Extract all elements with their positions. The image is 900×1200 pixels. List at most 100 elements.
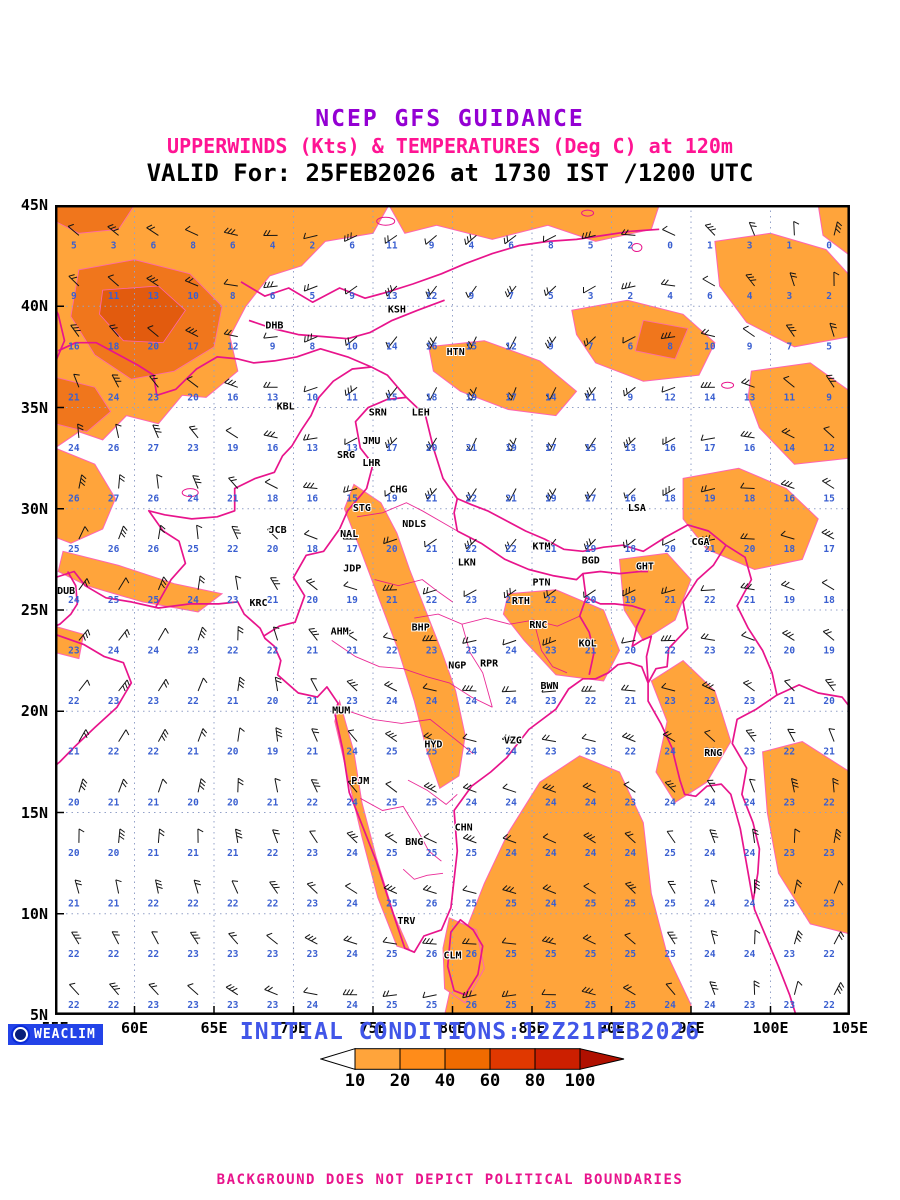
svg-text:23: 23 [823, 899, 835, 910]
svg-text:18: 18 [307, 544, 319, 555]
svg-text:20: 20 [426, 443, 438, 454]
svg-text:19: 19 [466, 392, 478, 403]
svg-text:NGP: NGP [448, 661, 466, 672]
svg-text:21: 21 [267, 595, 279, 606]
svg-text:23: 23 [227, 595, 239, 606]
lon-label: 95E [677, 1019, 705, 1037]
svg-text:25: 25 [426, 747, 438, 758]
svg-text:20: 20 [585, 595, 597, 606]
svg-text:22: 22 [625, 747, 636, 758]
svg-text:3: 3 [111, 240, 117, 251]
svg-text:23: 23 [307, 848, 319, 859]
svg-text:24: 24 [744, 949, 756, 960]
svg-text:25: 25 [545, 1000, 557, 1011]
lat-label: 15N [20, 803, 48, 822]
svg-text:20: 20 [68, 848, 80, 859]
legend-value: 20 [389, 1071, 411, 1091]
svg-text:24: 24 [664, 747, 676, 758]
svg-text:25: 25 [466, 899, 478, 910]
svg-text:RNC: RNC [529, 620, 547, 631]
svg-text:21: 21 [148, 848, 160, 859]
svg-text:25: 25 [505, 1000, 517, 1011]
svg-text:24: 24 [187, 595, 199, 606]
lon-label: 100E [752, 1019, 789, 1037]
lat-label: 25N [20, 601, 48, 619]
svg-text:22: 22 [148, 949, 159, 960]
svg-text:NAL: NAL [340, 529, 358, 540]
svg-text:20: 20 [68, 797, 80, 808]
svg-text:17: 17 [545, 443, 556, 454]
svg-text:22: 22 [823, 1000, 834, 1011]
svg-text:18: 18 [784, 544, 796, 555]
svg-text:21: 21 [823, 747, 835, 758]
svg-text:5: 5 [548, 291, 554, 302]
svg-text:16: 16 [426, 342, 438, 353]
svg-text:17: 17 [346, 544, 357, 555]
svg-text:19: 19 [346, 595, 358, 606]
lon-label: 65E [200, 1019, 228, 1037]
svg-text:23: 23 [187, 645, 199, 656]
svg-text:1: 1 [787, 240, 793, 251]
svg-text:10: 10 [187, 291, 199, 302]
svg-text:24: 24 [386, 696, 398, 707]
svg-text:25: 25 [108, 595, 120, 606]
svg-text:23: 23 [664, 696, 676, 707]
svg-text:KTM: KTM [532, 541, 550, 552]
legend-value: 60 [479, 1071, 501, 1091]
map-canvas: 5 3 6 8 6 4 2 6 11 9 4 6 8 5 2 0 1 3 1 0 9 11 13 10 8 6 5 9 13 12 9 7 5 3… [54, 204, 851, 1016]
svg-text:24: 24 [466, 797, 478, 808]
svg-text:KRC: KRC [249, 598, 267, 609]
svg-text:24: 24 [466, 747, 478, 758]
svg-text:14: 14 [784, 443, 796, 454]
svg-text:24: 24 [426, 696, 438, 707]
svg-text:18: 18 [664, 494, 676, 505]
svg-text:1: 1 [707, 240, 713, 251]
svg-text:23: 23 [545, 696, 557, 707]
lon-label: 85E [518, 1019, 546, 1037]
svg-text:26: 26 [108, 544, 120, 555]
svg-text:LEH: LEH [412, 408, 430, 419]
svg-text:19: 19 [625, 595, 637, 606]
svg-text:24: 24 [148, 645, 160, 656]
svg-text:21: 21 [585, 645, 597, 656]
svg-text:LSA: LSA [628, 503, 646, 514]
svg-text:22: 22 [68, 696, 79, 707]
lat-label: 20N [20, 702, 48, 721]
svg-text:15: 15 [466, 342, 478, 353]
legend-value: 100 [564, 1071, 596, 1091]
lon-label: 75E [359, 1019, 387, 1037]
svg-text:24: 24 [505, 797, 517, 808]
svg-text:24: 24 [346, 899, 358, 910]
svg-text:6: 6 [508, 240, 514, 251]
svg-text:MUM: MUM [332, 705, 350, 716]
svg-text:22: 22 [267, 848, 278, 859]
svg-text:18: 18 [267, 494, 279, 505]
svg-text:17: 17 [386, 443, 397, 454]
svg-text:23: 23 [426, 645, 438, 656]
svg-text:SRN: SRN [369, 408, 387, 419]
svg-text:19: 19 [545, 494, 557, 505]
svg-text:24: 24 [744, 797, 756, 808]
svg-text:22: 22 [108, 1000, 119, 1011]
svg-text:24: 24 [466, 696, 478, 707]
svg-text:21: 21 [227, 494, 239, 505]
map-frame [54, 204, 850, 1015]
svg-text:22: 22 [823, 949, 834, 960]
svg-text:23: 23 [227, 949, 239, 960]
color-legend [319, 1048, 625, 1070]
svg-text:21: 21 [68, 392, 80, 403]
svg-text:26: 26 [148, 544, 160, 555]
svg-text:11: 11 [386, 240, 398, 251]
svg-text:HTN: HTN [447, 347, 465, 358]
svg-text:11: 11 [108, 291, 120, 302]
svg-text:25: 25 [625, 899, 637, 910]
svg-text:22: 22 [267, 645, 278, 656]
svg-text:16: 16 [744, 443, 756, 454]
svg-text:24: 24 [346, 949, 358, 960]
svg-text:18: 18 [744, 494, 756, 505]
svg-text:13: 13 [744, 392, 756, 403]
svg-text:25: 25 [148, 595, 160, 606]
svg-text:21: 21 [466, 443, 478, 454]
svg-text:9: 9 [349, 291, 355, 302]
svg-text:21: 21 [505, 494, 517, 505]
